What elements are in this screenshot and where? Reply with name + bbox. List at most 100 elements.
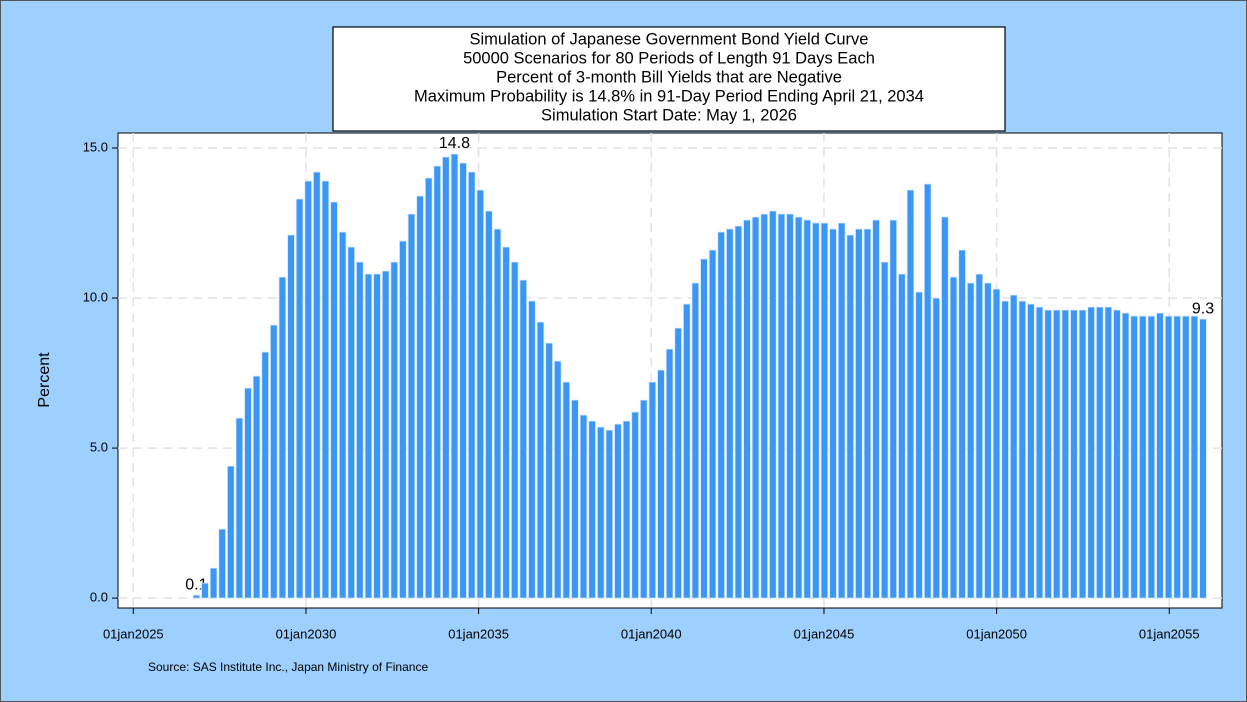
y-axis-label: Percent: [36, 352, 53, 408]
bar: [338, 231, 347, 599]
bar: [450, 153, 459, 599]
bar: [1061, 309, 1070, 599]
bar: [1199, 318, 1207, 599]
bar: [287, 234, 295, 599]
bar: [725, 228, 734, 599]
bar: [510, 261, 519, 599]
bar: [657, 369, 665, 599]
title-line: 50000 Scenarios for 80 Periods of Length…: [463, 49, 875, 67]
y-tick-label: 15.0: [83, 139, 108, 154]
bar: [743, 219, 751, 599]
bar: [769, 210, 777, 599]
bar: [734, 225, 743, 599]
bar: [708, 249, 717, 599]
bar: [812, 222, 820, 599]
bar: [252, 375, 261, 599]
bar: [313, 171, 321, 599]
bar: [674, 327, 682, 599]
bar: [958, 249, 966, 599]
bar: [528, 300, 536, 599]
bar: [373, 273, 381, 599]
bar: [270, 324, 278, 599]
bar: [1095, 306, 1104, 599]
bar: [244, 387, 252, 599]
bar: [321, 180, 330, 599]
bar: [846, 234, 855, 599]
bar: [855, 228, 863, 599]
bar: [614, 423, 622, 599]
bar: [476, 189, 485, 599]
bar: [1070, 309, 1078, 599]
bar: [261, 351, 270, 599]
bar: [278, 276, 287, 599]
bar: [820, 222, 829, 599]
bar: [605, 429, 614, 599]
bar: [1052, 309, 1061, 599]
data-label: 14.8: [439, 135, 470, 152]
bar: [777, 213, 786, 599]
bar: [536, 321, 545, 599]
bar: [1078, 309, 1087, 599]
bar: [889, 219, 898, 599]
bar: [424, 177, 433, 599]
bar: [966, 282, 975, 599]
bar: [717, 231, 725, 599]
bar: [1018, 300, 1027, 599]
bar: [485, 210, 493, 599]
bar: [399, 240, 407, 599]
bar: [1009, 294, 1018, 599]
bar: [209, 567, 218, 599]
data-label: 9.3: [1192, 300, 1214, 317]
bar: [975, 273, 984, 599]
x-tick-label: 01jan2045: [794, 626, 855, 641]
title-line: Simulation of Japanese Government Bond Y…: [470, 30, 869, 48]
bar: [1173, 315, 1181, 599]
bar: [226, 465, 235, 599]
x-tick-label: 01jan2025: [103, 626, 164, 641]
bar: [829, 228, 837, 599]
bar: [433, 165, 442, 599]
bar: [751, 216, 760, 599]
bar: [898, 273, 906, 599]
bar: [442, 156, 450, 599]
bar: [356, 261, 364, 599]
title-line: Percent of 3-month Bill Yields that are …: [496, 68, 842, 86]
bar: [915, 291, 923, 599]
bar: [390, 261, 399, 599]
bar: [1044, 309, 1052, 599]
x-tick-label: 01jan2050: [966, 626, 1027, 641]
bar: [1104, 306, 1113, 599]
bar: [1001, 300, 1009, 599]
bar: [949, 276, 958, 599]
y-tick-label: 10.0: [83, 289, 108, 304]
bar: [760, 213, 769, 599]
bar: [519, 279, 528, 599]
bar: [803, 219, 812, 599]
bar: [682, 303, 691, 599]
bar: [941, 216, 949, 599]
bar: [984, 282, 992, 599]
bar: [639, 399, 648, 599]
bar: [992, 288, 1001, 599]
bar: [648, 381, 657, 599]
bar: [416, 195, 424, 599]
x-tick-label: 01jan2035: [448, 626, 509, 641]
bar: [665, 348, 674, 599]
bar: [700, 258, 708, 599]
bar: [923, 183, 932, 599]
bar: [1027, 303, 1035, 599]
bar: [467, 171, 476, 599]
bar: [1181, 315, 1190, 599]
x-tick-label: 01jan2040: [621, 626, 682, 641]
bar: [872, 219, 880, 599]
bar: [235, 417, 244, 599]
bar: [201, 582, 209, 599]
bar: [1087, 306, 1095, 599]
bar: [1113, 309, 1121, 599]
bar: [218, 528, 226, 599]
y-tick-label: 0.0: [90, 590, 108, 605]
bar: [545, 342, 553, 599]
x-tick-label: 01jan2030: [276, 626, 337, 641]
title-line: Simulation Start Date: May 1, 2026: [541, 106, 797, 124]
